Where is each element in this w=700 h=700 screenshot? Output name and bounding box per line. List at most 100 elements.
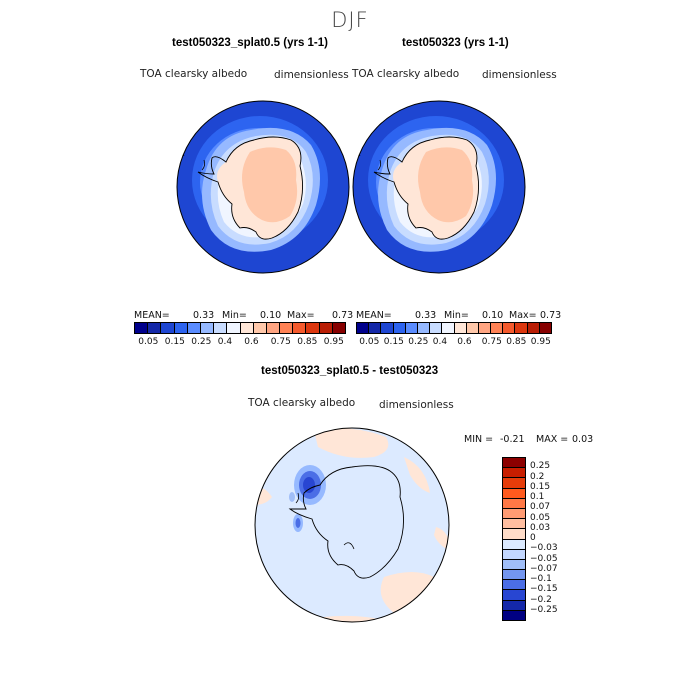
panel-1-colorbar-tick-label: 0.05 bbox=[138, 337, 159, 347]
diff-colorbar-tick-label: −0.05 bbox=[530, 553, 558, 564]
panel-1-colorbar-tick-label: 0.15 bbox=[164, 337, 185, 347]
diff-colorbar-tick-label: 0.05 bbox=[530, 512, 551, 523]
panel-2-colorbar-tick-label: 0.4 bbox=[432, 337, 448, 347]
diff-colorbar-swatch bbox=[503, 539, 525, 550]
panel-1-mean-label: MEAN= bbox=[134, 310, 170, 321]
panel-2-colorbar-tick-label: 0.95 bbox=[530, 337, 551, 347]
panel-2-colorbar-swatch bbox=[515, 323, 528, 333]
panel-2-mean-label: MEAN= bbox=[356, 310, 392, 321]
panel-2-colorbar-swatch bbox=[357, 323, 370, 333]
diff-min-label: MIN = bbox=[464, 434, 494, 445]
diff-colorbar-swatch bbox=[503, 610, 525, 620]
panel-2-max-label: Max= bbox=[509, 310, 537, 321]
diff-panel-title: test050323_splat0.5 - test050323 bbox=[261, 365, 439, 377]
diff-colorbar-tick-label: 0.15 bbox=[530, 481, 551, 492]
panel-2-colorbar-swatch bbox=[369, 323, 382, 333]
panel-1-colorbar-swatch bbox=[332, 323, 345, 333]
panel-2-mean-value: 0.33 bbox=[415, 310, 437, 321]
diff-colorbar-swatch bbox=[503, 529, 525, 540]
diff-colorbar-tick-label: −0.15 bbox=[530, 584, 558, 595]
panel-1-colorbar-swatch bbox=[227, 323, 241, 333]
diff-colorbar-tick-label: 0.2 bbox=[530, 471, 545, 482]
diff-colorbar-tick-label: 0 bbox=[530, 533, 536, 543]
diff-colorbar-swatch bbox=[503, 488, 525, 499]
panel-1-colorbar-swatch bbox=[148, 323, 162, 333]
diff-colorbar-tick-label: 0.07 bbox=[530, 502, 551, 513]
diff-colorbar-swatch bbox=[503, 549, 525, 560]
panel-1-mean-value: 0.33 bbox=[193, 310, 215, 321]
panel-2-colorbar-tick-label: 0.75 bbox=[481, 337, 502, 347]
panel-2-colorbar-swatch bbox=[442, 323, 455, 333]
panel-2-colorbar-swatch bbox=[478, 323, 492, 333]
diff-colorbar-swatch bbox=[503, 600, 525, 611]
panel-2-max-value: 0.73 bbox=[540, 310, 562, 321]
panel-1-colorbar-swatch bbox=[135, 323, 149, 333]
panel-2-units: dimensionless bbox=[482, 69, 557, 81]
panel-1-colorbar-swatch bbox=[161, 323, 175, 333]
panel-1-title: test050323_splat0.5 (yrs 1-1) bbox=[172, 37, 328, 49]
panel-2-title: test050323 (yrs 1-1) bbox=[402, 37, 509, 49]
panel-2-colorbar-swatch bbox=[405, 323, 418, 333]
panel-1-units: dimensionless bbox=[274, 69, 349, 81]
diff-panel-variable: TOA clearsky albedo bbox=[248, 397, 356, 409]
diff-colorbar-tick-label: −0.25 bbox=[530, 604, 558, 615]
panel-1-colorbar-swatch bbox=[280, 323, 294, 333]
panel-2-colorbar bbox=[356, 322, 552, 334]
panel-2-colorbar-swatch bbox=[503, 323, 516, 333]
panel-2-colorbar-tick-label: 0.85 bbox=[506, 337, 527, 347]
panel-2-min-value: 0.10 bbox=[482, 310, 504, 321]
diff-colorbar-tick-label: −0.07 bbox=[530, 563, 558, 574]
panel-2-colorbar-swatch bbox=[466, 323, 479, 333]
panel-1-min-value: 0.10 bbox=[260, 310, 282, 321]
panel-1-colorbar-swatch bbox=[200, 323, 215, 333]
diff-colorbar-swatch bbox=[503, 590, 525, 601]
panel-1-colorbar-swatch bbox=[266, 323, 281, 333]
panel-1-colorbar-swatch bbox=[319, 323, 333, 333]
diff-max-value: 0.03 bbox=[572, 434, 594, 445]
panel-1-colorbar-tick-label: 0.85 bbox=[297, 337, 318, 347]
season-title: DJF bbox=[331, 8, 369, 32]
panel-2-min-label: Min= bbox=[444, 310, 469, 321]
diff-max-label: MAX = bbox=[536, 434, 569, 445]
panel-2-colorbar-tick-label: 0.05 bbox=[359, 337, 380, 347]
diff-colorbar-swatch bbox=[503, 570, 525, 581]
panel-1-colorbar-swatch bbox=[306, 323, 320, 333]
diff-colorbar-swatch bbox=[503, 519, 525, 530]
panel-1-colorbar-swatch bbox=[253, 323, 267, 333]
diff-colorbar-tick-label: −0.03 bbox=[530, 543, 558, 554]
panel-1-map bbox=[176, 100, 350, 274]
panel-1-variable: TOA clearsky albedo bbox=[140, 68, 248, 80]
panel-1-colorbar bbox=[134, 322, 346, 334]
panel-2-colorbar-tick-label: 0.15 bbox=[383, 337, 404, 347]
panel-1-colorbar-tick-label: 0.75 bbox=[270, 337, 291, 347]
diff-colorbar-tick-label: 0.03 bbox=[530, 522, 551, 533]
panel-1-max-label: Max= bbox=[287, 310, 315, 321]
panel-1-colorbar-swatch bbox=[214, 323, 228, 333]
panel-2-map bbox=[352, 100, 526, 274]
panel-2-colorbar-tick-label: 0.25 bbox=[408, 337, 429, 347]
diff-colorbar-tick-label: −0.2 bbox=[530, 594, 552, 605]
panel-1-colorbar-tick-label: 0.4 bbox=[217, 337, 233, 347]
panel-1-colorbar-tick-label: 0.95 bbox=[323, 337, 344, 347]
panel-1-colorbar-tick-label: 0.6 bbox=[244, 337, 259, 347]
diff-colorbar-swatch bbox=[503, 498, 525, 509]
panel-1-min-label: Min= bbox=[222, 310, 247, 321]
panel-1-colorbar-swatch bbox=[240, 323, 254, 333]
panel-2-colorbar-swatch bbox=[491, 323, 504, 333]
panel-1-colorbar-swatch bbox=[293, 323, 307, 333]
diff-colorbar-swatch bbox=[503, 559, 525, 571]
diff-colorbar-swatch bbox=[503, 458, 525, 469]
panel-2-colorbar-swatch bbox=[454, 323, 467, 333]
panel-1-colorbar-swatch bbox=[187, 323, 201, 333]
diff-colorbar bbox=[502, 457, 526, 621]
diff-colorbar-tick-label: 0.25 bbox=[530, 461, 551, 472]
panel-2-variable: TOA clearsky albedo bbox=[352, 68, 460, 80]
panel-2-colorbar-tick-label: 0.6 bbox=[457, 337, 472, 347]
diff-min-value: -0.21 bbox=[500, 434, 525, 445]
panel-2-colorbar-swatch bbox=[430, 323, 443, 333]
diff-colorbar-swatch bbox=[503, 468, 525, 479]
panel-2-colorbar-swatch bbox=[539, 323, 551, 333]
diff-colorbar-tick-label: 0.1 bbox=[530, 492, 545, 502]
diff-colorbar-swatch bbox=[503, 478, 525, 489]
panel-2-colorbar-swatch bbox=[381, 323, 394, 333]
